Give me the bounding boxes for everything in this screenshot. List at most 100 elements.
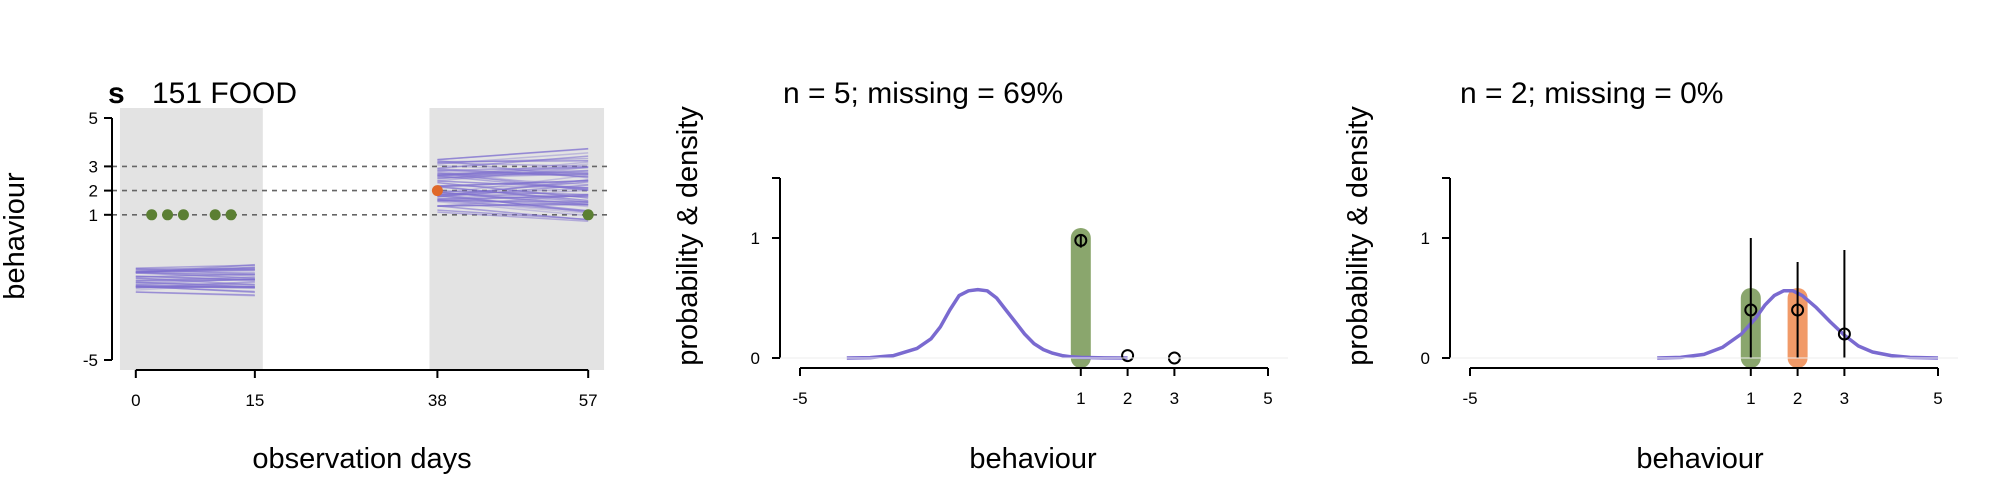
probability-point	[1837, 327, 1851, 341]
draw-line	[135, 272, 255, 276]
draw-line	[437, 162, 589, 168]
y-tick-label: 1	[751, 229, 760, 248]
draw-line	[135, 278, 255, 281]
density-line	[1657, 289, 1939, 360]
panel-title: 151 FOOD	[152, 77, 297, 110]
draw-line	[437, 181, 589, 196]
reference-lines	[112, 165, 612, 216]
panel-title: n = 2; missing = 0%	[1460, 77, 1723, 110]
draw-line	[135, 273, 255, 279]
x-axis-title: behaviour	[969, 443, 1097, 475]
draw-line	[437, 199, 589, 212]
draw-line	[135, 271, 255, 277]
probability-bars	[1070, 228, 1091, 368]
draw-line	[135, 266, 255, 273]
draw-line	[135, 277, 255, 286]
x-tick-label: 3	[1840, 389, 1849, 408]
draw-line	[437, 155, 589, 169]
panel-title: n = 5; missing = 69%	[783, 77, 1063, 110]
axes: 0 1 -5 1 2 3 5	[751, 177, 1288, 408]
draw-line	[437, 190, 589, 196]
draw-line	[135, 268, 255, 275]
draw-line	[135, 264, 255, 269]
panel-distribution-2: 0 1 -5 1 2 3 5 n = 2; missing = 0% behaviour p…	[1342, 77, 1958, 475]
draw-line	[437, 166, 589, 177]
predictive-draws	[135, 147, 589, 297]
draw-line	[135, 272, 255, 279]
panel-letter: s	[108, 77, 125, 110]
panel-timeseries: -5 1 2 3 5 0 15 38 57 s 151 FOOD observation day…	[0, 77, 612, 475]
observation-windows	[119, 108, 605, 370]
observation-window	[119, 108, 263, 370]
y-tick-label: 1	[89, 206, 98, 225]
draw-line	[437, 166, 589, 172]
probability-point	[1791, 303, 1805, 317]
x-tick-label: 38	[428, 391, 447, 410]
observed-point	[225, 209, 237, 221]
draw-line	[437, 184, 589, 198]
x-tick-label: 15	[245, 391, 264, 410]
draw-line	[437, 179, 589, 187]
x-tick-label: 2	[1123, 389, 1132, 408]
draw-line	[437, 172, 589, 180]
probability-point	[1074, 233, 1088, 247]
draw-line	[437, 193, 589, 207]
probability-points	[1074, 233, 1181, 365]
x-tick-label: 1	[1076, 389, 1085, 408]
observed-point	[209, 209, 221, 221]
y-tick-label: -5	[83, 351, 98, 370]
observation-window	[429, 108, 605, 370]
draw-line	[437, 147, 589, 161]
x-axis-title: observation days	[252, 443, 471, 475]
probability-points	[1744, 238, 1851, 358]
x-tick-label: -5	[1462, 389, 1477, 408]
observed-point	[146, 209, 158, 221]
y-tick-label: 5	[89, 109, 98, 128]
draw-line	[437, 160, 589, 163]
y-tick-label: 2	[89, 182, 98, 201]
draw-line	[437, 195, 589, 200]
observed-point	[582, 209, 594, 221]
x-axis-title: behaviour	[1636, 443, 1764, 475]
draw-line	[437, 170, 589, 175]
probability-point	[1744, 303, 1758, 317]
x-tick-label: 2	[1793, 389, 1802, 408]
draw-line	[437, 200, 589, 217]
y-axis-title: probability & density	[672, 106, 704, 366]
draw-line	[437, 199, 589, 203]
y-tick-label: 0	[1421, 349, 1430, 368]
axes: -5 1 2 3 5 0 15 38 57	[83, 109, 598, 410]
observed-point	[431, 185, 443, 197]
x-tick-label: 5	[1933, 389, 1942, 408]
draw-line	[135, 271, 255, 279]
panel-distribution-1: 01-5 1 2 3 5 n = 5; missing = 69% behaviour …	[672, 77, 1288, 475]
y-axis-title: probability & density	[1342, 106, 1374, 366]
density-curve	[846, 287, 1128, 360]
observed-point	[177, 209, 189, 221]
draw-line	[437, 185, 589, 204]
probability-point	[1121, 349, 1135, 363]
x-tick-label: 0	[131, 391, 140, 410]
draw-line	[437, 163, 589, 180]
x-tick-label: 1	[1746, 389, 1755, 408]
observed-points	[146, 185, 594, 221]
draw-line	[135, 279, 255, 282]
draw-line	[437, 152, 589, 165]
x-tick-label: -5	[792, 389, 807, 408]
observed-point	[162, 209, 174, 221]
y-tick-label: 0	[751, 349, 760, 368]
axes: 0 1 -5 1 2 3 5	[1421, 177, 1958, 408]
draw-line	[135, 277, 255, 286]
draw-line	[135, 275, 255, 281]
draw-line	[135, 273, 255, 278]
draw-line	[437, 209, 589, 221]
draw-line	[437, 211, 589, 222]
draw-line	[437, 202, 589, 207]
draw-line	[135, 285, 255, 288]
draw-line	[135, 267, 255, 270]
probability-bar	[1070, 228, 1091, 368]
x-tick-label: 5	[1263, 389, 1272, 408]
y-axis-title: behaviour	[0, 172, 31, 300]
draw-line	[437, 189, 589, 200]
